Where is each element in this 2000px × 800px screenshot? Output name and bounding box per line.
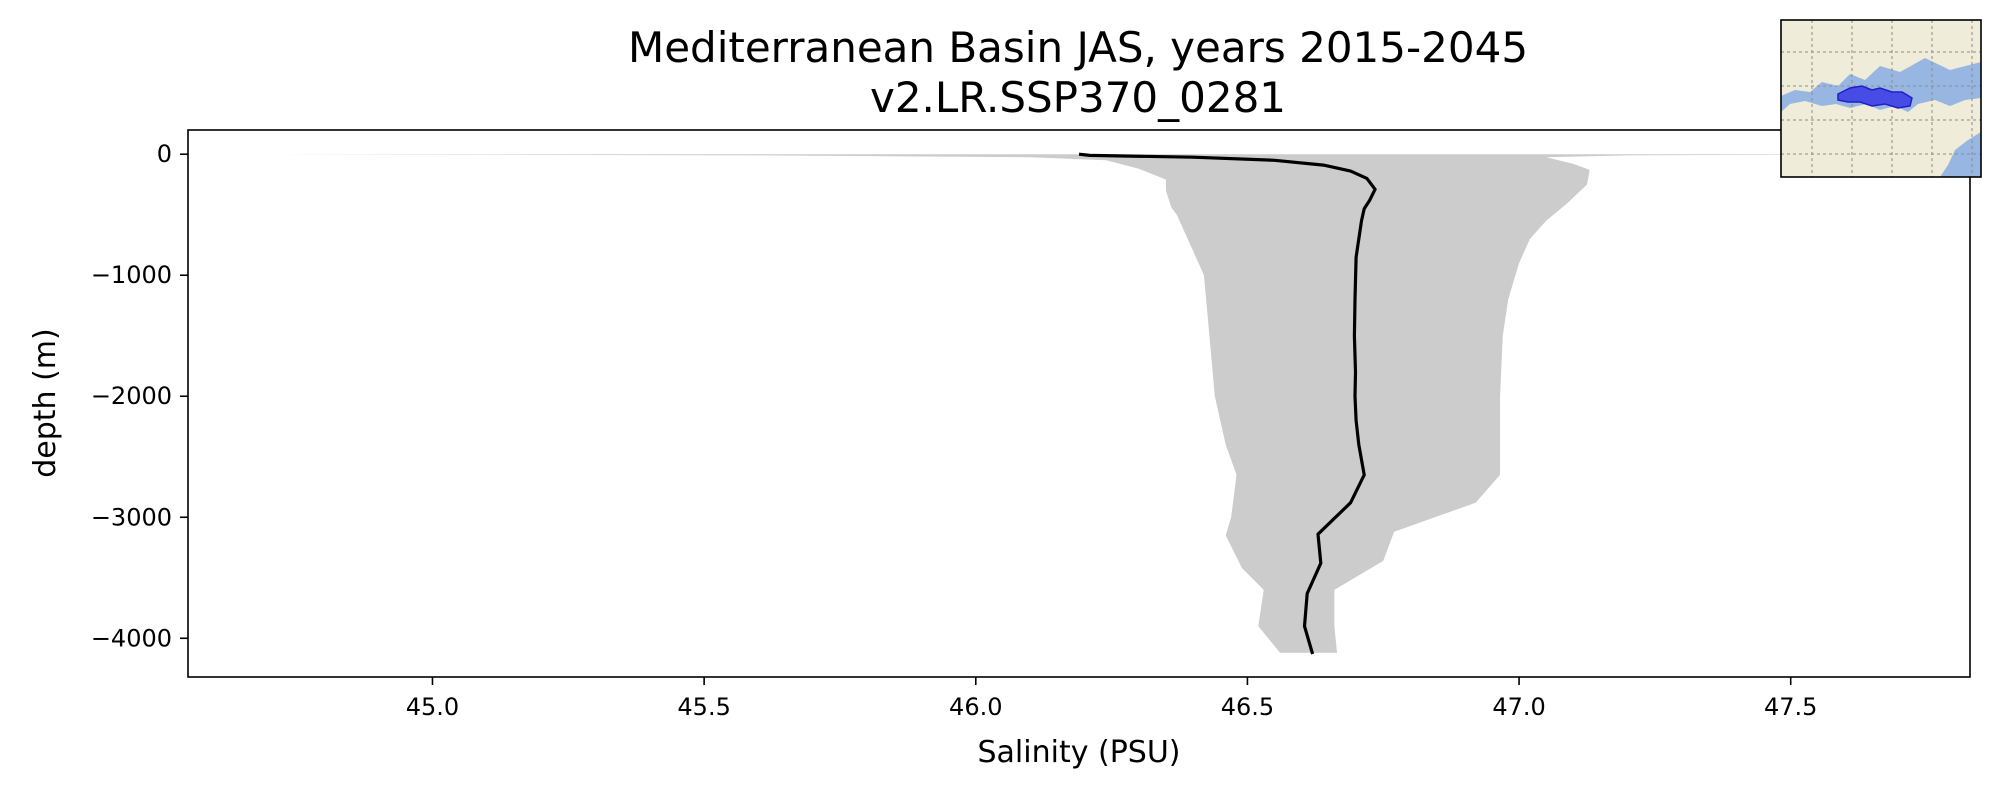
y-tick-label: −3000 [91,503,172,531]
x-tick-label: 46.0 [949,693,1002,721]
y-tick-label: −1000 [91,261,172,289]
y-axis: 0 −1000 −2000 −3000 −4000 [91,140,188,652]
inset-map [1780,19,1982,178]
axes-frame [187,129,1971,678]
x-tick-label: 46.5 [1221,693,1274,721]
inset-map-land [1781,20,1981,177]
mean-line-layer [1078,152,1377,655]
chart-title: Mediterranean Basin JAS, years 2015-2045 [628,23,1528,72]
plot-area [188,130,1970,677]
y-axis-label: depth (m) [28,328,63,478]
inset-map-highlight-region [1837,85,1913,109]
x-axis: 45.0 45.5 46.0 46.5 47.0 47.5 [406,677,1817,721]
y-tick-label: −4000 [91,624,172,652]
x-tick-label: 45.0 [406,693,459,721]
range-band [269,154,1900,653]
x-axis-label: Salinity (PSU) [978,735,1181,770]
x-tick-label: 47.0 [1492,693,1545,721]
inset-map-frame [1780,19,1982,178]
x-tick-label: 47.5 [1764,693,1817,721]
mean-profile-line [1078,152,1377,655]
y-tick-label: −2000 [91,382,172,410]
range-band-layer [269,154,1900,653]
x-tick-label: 45.5 [677,693,730,721]
y-tick-label: 0 [157,140,172,168]
chart-subtitle: v2.LR.SSP370_0281 [870,73,1286,122]
